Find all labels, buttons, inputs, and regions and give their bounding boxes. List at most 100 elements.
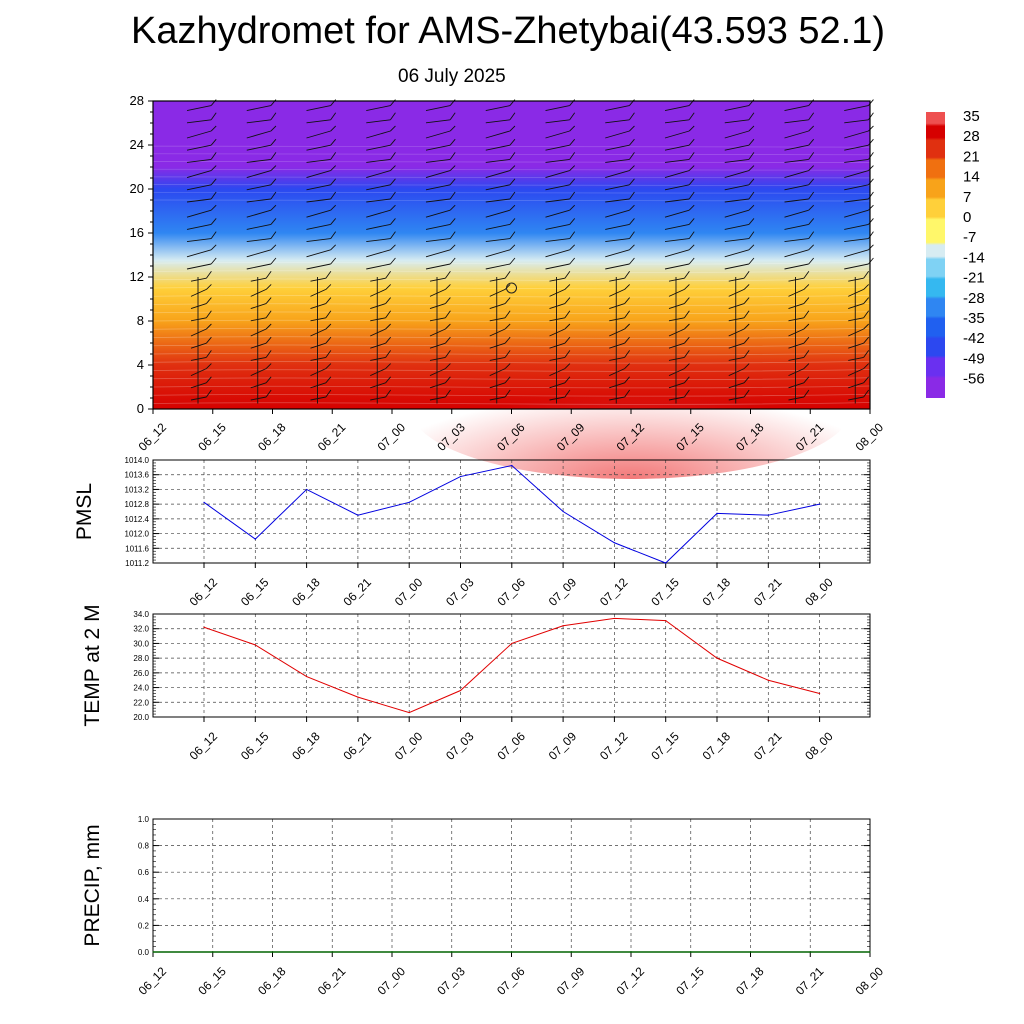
wind-barb bbox=[429, 396, 446, 401]
wind-barb-feather bbox=[748, 125, 755, 132]
wind-barb-feather bbox=[270, 112, 277, 121]
wind-barb-feather bbox=[265, 376, 272, 384]
wind-barb-feather bbox=[684, 350, 690, 358]
wind-barb bbox=[609, 328, 625, 337]
data-point bbox=[749, 951, 752, 953]
y-tick-label: 12 bbox=[130, 269, 144, 284]
wind-barb bbox=[549, 356, 565, 361]
wind-barb bbox=[190, 382, 207, 389]
x-tick-label: 08_00 bbox=[802, 575, 836, 609]
data-point bbox=[357, 514, 359, 516]
wind-barb bbox=[246, 119, 272, 124]
wind-barb-feather bbox=[504, 297, 511, 304]
x-tick-label: 06_15 bbox=[238, 729, 272, 763]
wind-barb bbox=[724, 170, 750, 179]
wind-barb-feather bbox=[325, 310, 332, 319]
wind-barb-feather bbox=[325, 323, 332, 330]
y-tick-label: 24.0 bbox=[133, 684, 149, 693]
wind-barb bbox=[425, 144, 451, 151]
wind-barb-feather bbox=[863, 297, 869, 304]
wind-barb bbox=[190, 396, 207, 401]
wind-barb bbox=[668, 303, 685, 310]
colorbar-label: -28 bbox=[963, 290, 985, 307]
wind-barb bbox=[246, 209, 272, 218]
wind-barb-feather bbox=[509, 244, 516, 251]
wind-barb-feather bbox=[868, 178, 874, 186]
wind-barb-feather bbox=[868, 152, 874, 160]
x-tick-label: 07_03 bbox=[443, 729, 477, 763]
wind-barb-feather bbox=[210, 152, 217, 160]
wind-barb-feather bbox=[265, 336, 272, 344]
wind-barb bbox=[664, 209, 690, 218]
precipitation-panel: 1.0 0.8 0.6 0.4 0.2 0.0 06_12 06_15 06_18 06_21 07… bbox=[81, 815, 886, 998]
y-tick-label: 0.0 bbox=[138, 948, 150, 957]
wind-barb-feather bbox=[624, 336, 630, 344]
wind-barb-feather bbox=[743, 284, 750, 290]
isotherm-line bbox=[152, 278, 871, 282]
x-tick-label: 07_03 bbox=[434, 964, 468, 998]
wind-barb bbox=[848, 342, 864, 349]
y-tick-label: 20.0 bbox=[133, 713, 149, 722]
chart-subtitle: 06 July 2025 bbox=[398, 66, 506, 87]
wind-barb-feather bbox=[210, 125, 217, 132]
y-tick-label: 24 bbox=[130, 137, 144, 152]
wind-barb bbox=[788, 317, 804, 322]
wind-barb-feather bbox=[688, 244, 695, 251]
wind-barb bbox=[310, 368, 327, 377]
wind-barb bbox=[485, 130, 511, 139]
wind-barb bbox=[545, 170, 570, 179]
wind-barb bbox=[246, 170, 272, 179]
wind-barb-feather bbox=[445, 350, 451, 358]
wind-barb-feather bbox=[449, 152, 456, 160]
x-tick-label: 07_00 bbox=[375, 964, 409, 998]
wind-barb bbox=[190, 368, 207, 377]
wind-barb bbox=[664, 198, 690, 203]
wind-barb-feather bbox=[330, 191, 337, 200]
wind-barb-feather bbox=[330, 257, 337, 265]
wind-barb bbox=[724, 119, 750, 124]
wind-barb-feather bbox=[385, 310, 392, 319]
wind-barb bbox=[190, 303, 207, 310]
wind-barb bbox=[784, 105, 809, 112]
colorbar-label: -42 bbox=[963, 330, 985, 347]
wind-barb bbox=[370, 317, 386, 322]
wind-barb-feather bbox=[509, 191, 516, 200]
wind-barb-feather bbox=[629, 231, 635, 239]
wind-barb bbox=[250, 317, 267, 322]
wind-barb bbox=[605, 238, 630, 243]
wind-barb-feather bbox=[748, 257, 755, 265]
x-tick-label: 06_15 bbox=[195, 420, 229, 454]
wind-barb bbox=[784, 249, 809, 258]
wind-barb bbox=[549, 277, 565, 282]
wind-barb-feather bbox=[390, 178, 396, 186]
wind-barb bbox=[784, 119, 809, 124]
wind-barb-feather bbox=[206, 350, 212, 358]
wind-barb bbox=[246, 238, 272, 243]
wind-barb bbox=[848, 328, 864, 337]
x-tick-label: 06_21 bbox=[341, 575, 375, 609]
wind-barb-feather bbox=[743, 323, 750, 330]
y-tick-label: 1011.2 bbox=[125, 559, 149, 568]
data-point bbox=[716, 657, 718, 659]
wind-barb-feather bbox=[390, 165, 396, 171]
data-point bbox=[511, 642, 513, 645]
wind-barb-feather bbox=[684, 376, 690, 384]
wind-barb-feather bbox=[265, 297, 272, 304]
wind-barb-feather bbox=[624, 310, 631, 319]
wind-barb-feather bbox=[688, 178, 695, 186]
isotherm-line bbox=[152, 377, 871, 381]
wind-barb bbox=[728, 288, 745, 297]
wind-barb-feather bbox=[684, 270, 690, 279]
wind-barb bbox=[425, 158, 451, 163]
wind-barb-feather bbox=[270, 218, 277, 225]
wind-barb-feather bbox=[743, 350, 750, 358]
wind-barb bbox=[370, 368, 386, 377]
x-tick-label: 08_00 bbox=[853, 964, 887, 998]
wind-barb-feather bbox=[808, 191, 815, 200]
wind-barb bbox=[489, 382, 506, 389]
x-tick-label: 06_12 bbox=[187, 575, 221, 609]
wind-barb-feather bbox=[509, 138, 516, 146]
wind-barb-feather bbox=[688, 152, 695, 160]
wind-barb bbox=[605, 158, 630, 163]
